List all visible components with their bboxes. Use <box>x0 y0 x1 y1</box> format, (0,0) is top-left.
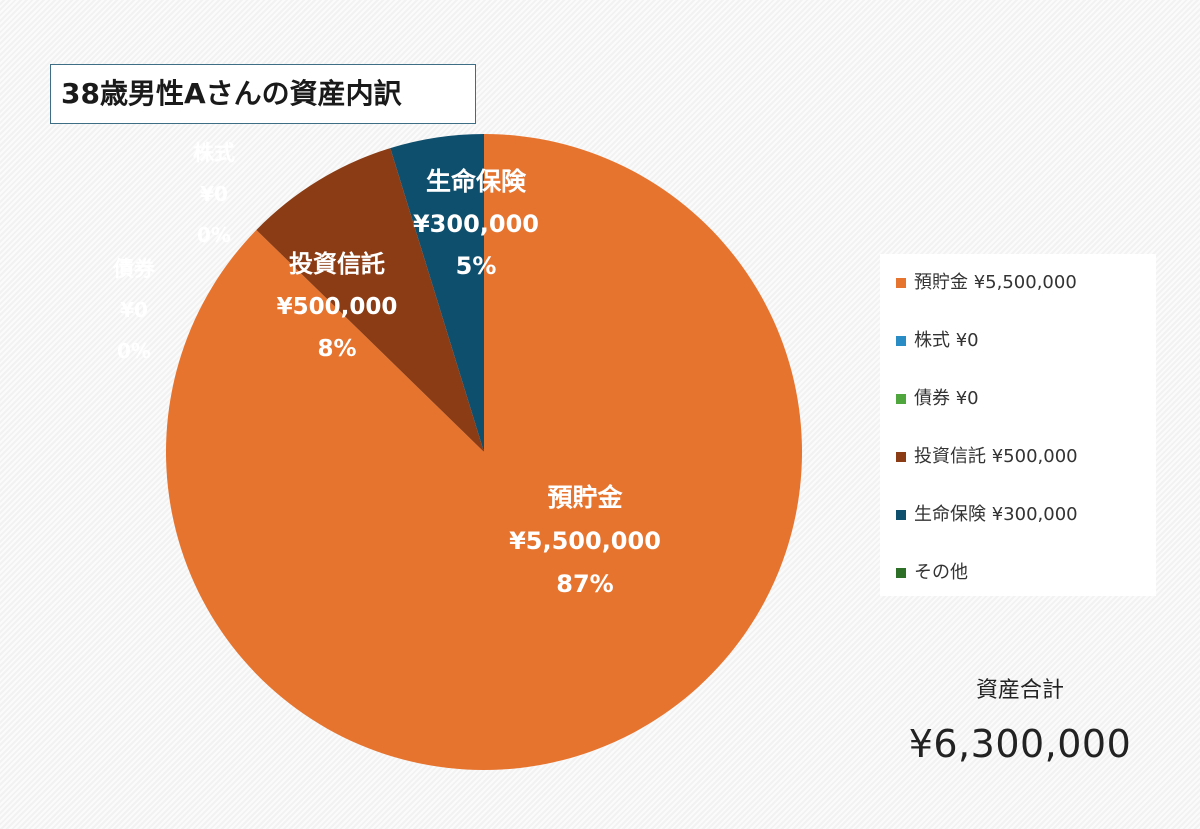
data-label-savings-name: 預貯金 <box>547 483 623 512</box>
legend-item-stocks: 株式 ¥0 <box>880 324 1156 382</box>
legend: 預貯金 ¥5,500,000 株式 ¥0 債券 ¥0 投資信託 ¥500,000… <box>880 254 1156 596</box>
legend-swatch-life-insurance <box>896 510 906 520</box>
legend-label-savings: 預貯金 ¥5,500,000 <box>914 272 1077 293</box>
pie-slice-life-insurance <box>390 134 484 452</box>
total-assets-label: 資産合計 <box>975 678 1064 703</box>
legend-swatch-other <box>896 568 906 578</box>
legend-swatch-stocks <box>896 336 906 346</box>
data-label-stocks-amount: ¥0 <box>200 182 228 206</box>
pie-data-labels: 預貯金 ¥5,500,000 87% 株式 ¥0 0% 債券 ¥0 0% 投資信託 ¥500,000… <box>112 141 661 598</box>
legend-swatch-savings <box>896 278 906 288</box>
legend-label-stocks: 株式 ¥0 <box>914 330 979 351</box>
data-label-savings-amount: ¥5,500,000 <box>509 527 661 555</box>
data-label-stocks-name: 株式 <box>193 141 235 165</box>
pie-slices <box>166 134 802 770</box>
legend-label-bonds: 債券 ¥0 <box>914 388 979 409</box>
chart-title: 38歳男性Aさんの資産内訳 <box>50 64 476 124</box>
legend-label-investment-trust: 投資信託 ¥500,000 <box>914 446 1078 467</box>
data-label-bonds-percent: 0% <box>117 339 151 363</box>
data-label-life-insurance-percent: 5% <box>456 252 497 280</box>
legend-label-other: その他 <box>914 562 968 583</box>
legend-swatch-bonds <box>896 394 906 404</box>
data-label-bonds-amount: ¥0 <box>120 298 148 322</box>
legend-label-life-insurance: 生命保険 ¥300,000 <box>914 504 1078 525</box>
legend-swatch-investment-trust <box>896 452 906 462</box>
legend-item-bonds: 債券 ¥0 <box>880 382 1156 440</box>
data-label-life-insurance-name: 生命保険 <box>426 167 527 196</box>
data-label-savings-percent: 87% <box>556 570 613 598</box>
data-label-life-insurance-amount: ¥300,000 <box>413 210 539 238</box>
data-label-stocks-percent: 0% <box>197 223 231 247</box>
legend-item-investment-trust: 投資信託 ¥500,000 <box>880 440 1156 498</box>
legend-item-other: その他 <box>880 556 1156 614</box>
legend-item-life-insurance: 生命保険 ¥300,000 <box>880 498 1156 556</box>
total-assets-value: ¥6,300,000 <box>908 722 1132 766</box>
data-label-investment-trust-percent: 8% <box>317 336 356 362</box>
pie-slice-investment-trust <box>256 148 484 452</box>
legend-item-savings: 預貯金 ¥5,500,000 <box>880 266 1156 324</box>
data-label-bonds-name: 債券 <box>112 257 156 281</box>
data-label-investment-trust-name: 投資信託 <box>289 250 385 278</box>
data-label-investment-trust-amount: ¥500,000 <box>277 294 398 320</box>
